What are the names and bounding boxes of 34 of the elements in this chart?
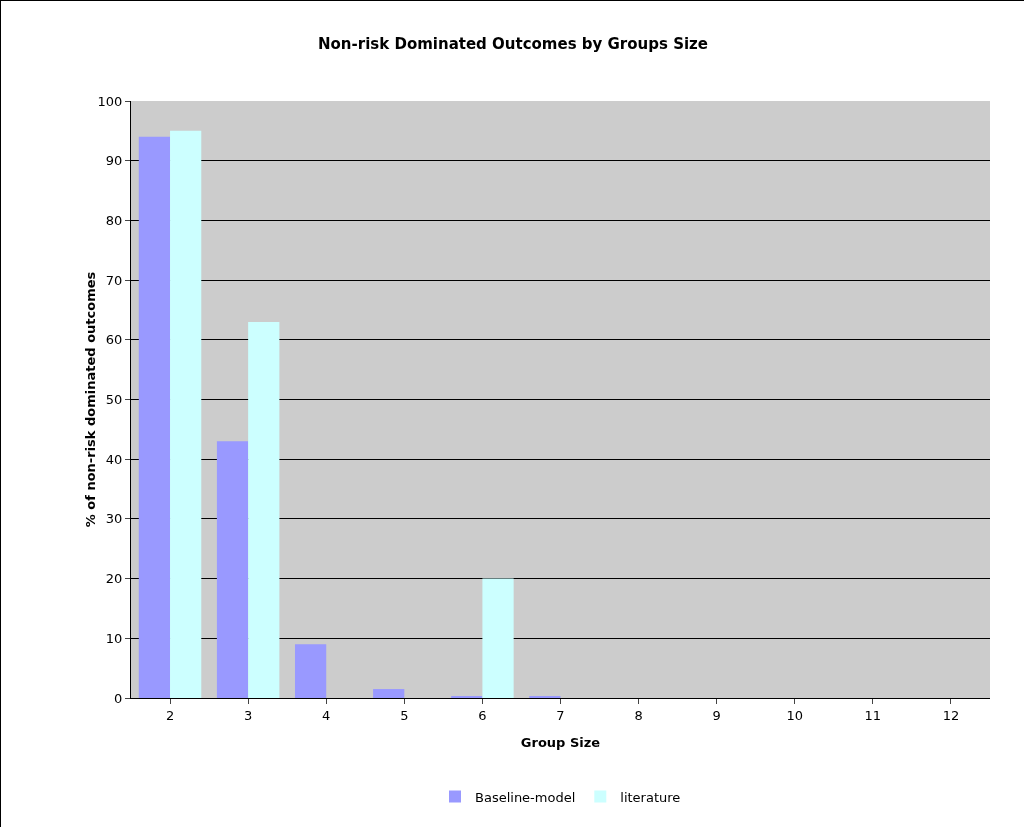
y-tick-label: 90 xyxy=(105,153,123,169)
x-tick-label: 10 xyxy=(786,707,804,723)
y-tick-label: 100 xyxy=(97,93,123,109)
x-tick-label: 8 xyxy=(634,707,643,723)
y-tick-label: 80 xyxy=(105,212,123,228)
y-tick-label: 40 xyxy=(105,451,123,467)
bar xyxy=(170,130,202,698)
x-tick-label: 7 xyxy=(556,707,565,723)
y-tick-label: 50 xyxy=(105,392,123,408)
y-tick-label: 70 xyxy=(105,272,123,288)
bar xyxy=(482,578,514,698)
y-tick-label: 30 xyxy=(105,511,123,527)
x-tick-label: 12 xyxy=(942,707,960,723)
x-tick-label: 6 xyxy=(478,707,487,723)
bar xyxy=(294,644,327,698)
legend-label: literature xyxy=(620,789,681,805)
y-tick-label: 60 xyxy=(105,332,123,348)
bar xyxy=(216,441,249,698)
bar xyxy=(373,689,405,698)
bar xyxy=(138,136,171,698)
legend-label: Baseline-model xyxy=(475,789,576,805)
y-tick-label: 20 xyxy=(105,571,123,587)
y-tick-label: 10 xyxy=(105,630,123,646)
x-tick-label: 3 xyxy=(244,707,253,723)
chart-title: Non-risk Dominated Outcomes by Groups Size xyxy=(318,34,708,53)
x-tick-label: 2 xyxy=(165,707,175,723)
bar xyxy=(248,321,280,698)
x-axis-title: Group Size xyxy=(520,735,601,750)
x-tick-label: 9 xyxy=(712,707,721,723)
y-tick-label: 0 xyxy=(114,690,123,706)
y-axis-title: % of non-risk dominated outcomes xyxy=(83,271,98,528)
x-tick-label: 11 xyxy=(864,707,882,723)
x-tick-label: 4 xyxy=(322,707,331,723)
x-tick-label: 5 xyxy=(400,707,409,723)
